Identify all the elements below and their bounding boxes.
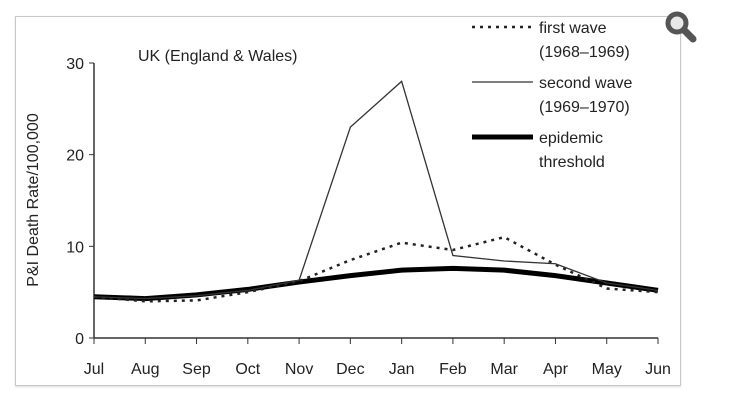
x-tick-label: Oct: [235, 361, 260, 378]
y-tick-label: 0: [75, 331, 84, 348]
x-tick-label: Mar: [490, 361, 518, 378]
x-tick-label: Aug: [131, 361, 159, 378]
x-tick-label: Feb: [439, 361, 467, 378]
y-axis-label: P&I Death Rate/100,000: [25, 113, 42, 287]
legend-label: epidemic: [539, 130, 603, 147]
magnifier-icon: [665, 11, 697, 43]
y-tick-label: 10: [66, 239, 84, 256]
x-tick-label: Jan: [389, 361, 415, 378]
legend-label-sub: (1969–1970): [539, 99, 630, 116]
legend: first wave (1968–1969) second wave (1969–19…: [472, 20, 632, 171]
legend-label-sub: (1968–1969): [539, 44, 630, 61]
legend-label: second wave: [539, 75, 632, 92]
series-line-thick: [93, 265, 659, 302]
x-tick-label: May: [592, 361, 622, 378]
x-tick-label: Jun: [645, 361, 671, 378]
chart-frame: [15, 16, 681, 386]
chart-title: UK (England & Wales): [138, 48, 297, 65]
x-tick-label: Jul: [84, 361, 104, 378]
series-line-dotted: [93, 235, 659, 303]
x-tick-label: Apr: [543, 361, 569, 378]
y-tick-label: 20: [66, 148, 84, 165]
x-tick-label: Dec: [336, 361, 364, 378]
legend-label-sub: threshold: [539, 154, 605, 171]
legend-label: first wave: [539, 20, 607, 37]
series-line-thin: [93, 80, 659, 300]
y-tick-label: 30: [66, 56, 84, 73]
zoom-button[interactable]: [660, 6, 700, 46]
x-tick-label: Nov: [285, 361, 313, 378]
x-tick-label: Sep: [182, 361, 211, 378]
